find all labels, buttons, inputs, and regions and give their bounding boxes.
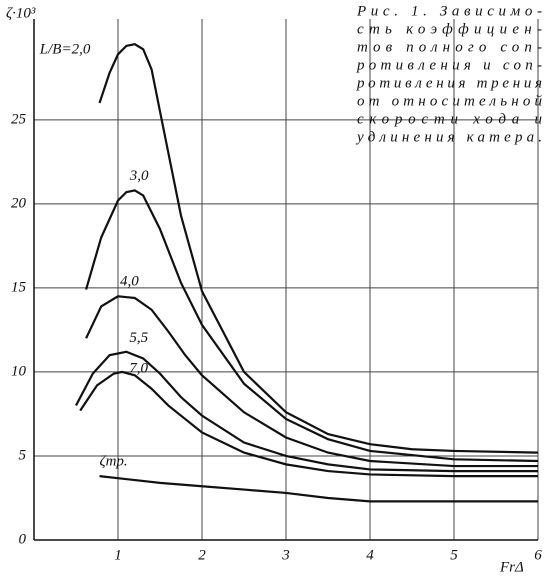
x-tick-label: 1 (114, 547, 122, 563)
curve-label: 4,0 (120, 274, 139, 290)
curve (79, 370, 538, 478)
x-tick-label: 4 (366, 547, 374, 563)
x-tick-label: 5 (450, 547, 458, 563)
curve-label: ζтр. (100, 454, 128, 470)
curve (98, 43, 539, 454)
caption-line: от относительной (357, 93, 543, 109)
y-tick-label: 15 (11, 279, 27, 295)
x-axis-label: FrΔ (499, 559, 524, 575)
x-tick-label: 3 (281, 547, 290, 563)
y-tick-label: 5 (19, 447, 27, 463)
caption-line: удлинения катера. (355, 129, 542, 145)
curve-label: 7,0 (129, 360, 148, 376)
caption-line: скорости хода и (357, 111, 542, 127)
x-tick-label: 2 (198, 547, 206, 563)
y-tick-label: 20 (11, 195, 27, 211)
y-tick-label: 25 (11, 111, 27, 127)
curve (99, 475, 538, 503)
curve-label: 5,5 (129, 330, 148, 346)
curve (85, 295, 538, 468)
y-tick-label: 0 (19, 531, 27, 547)
caption-line: ротивления и соп- (356, 57, 542, 73)
curve (75, 350, 538, 473)
caption-line: Рис. 1. Зависимо- (356, 3, 542, 19)
y-tick-label: 10 (11, 363, 27, 379)
x-tick-label: 6 (534, 547, 542, 563)
caption-line: ротивления трения (356, 75, 542, 91)
curve (85, 189, 539, 463)
caption-line: тов полного соп- (357, 39, 542, 55)
curve-label: 3,0 (129, 168, 149, 184)
caption-line: сть коэффициен- (357, 21, 542, 37)
curve-label: L/B=2,0 (39, 42, 91, 58)
y-axis-label: ζ·10³ (6, 5, 36, 21)
